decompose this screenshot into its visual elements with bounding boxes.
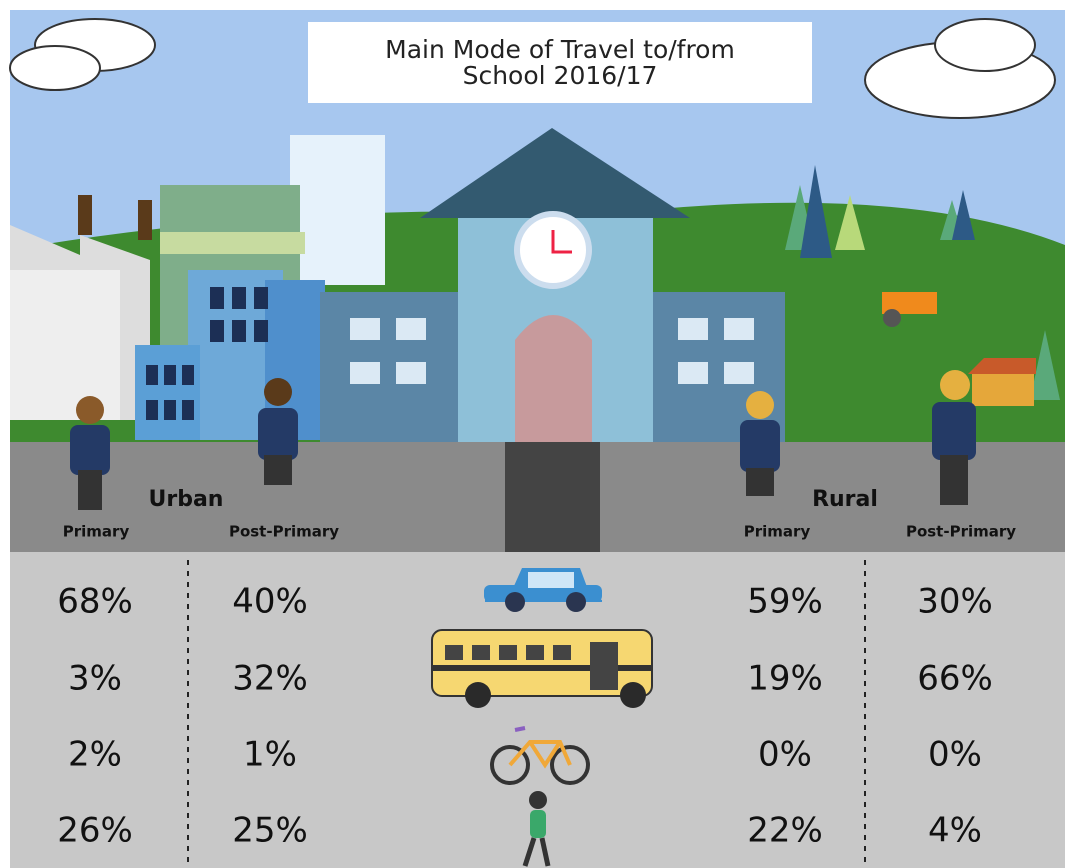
house-roof: [968, 358, 1036, 374]
group-label: Rural: [812, 487, 878, 512]
cloud: [864, 18, 1056, 119]
balcony: [160, 232, 305, 254]
table-cell: 40%: [232, 582, 308, 622]
tractor: [882, 292, 937, 314]
table-cell: 30%: [917, 582, 993, 622]
cloud: [9, 18, 156, 91]
table-cell: 2%: [68, 735, 122, 775]
trees: [785, 165, 1060, 400]
table-cell: 19%: [747, 659, 823, 699]
bus-icon: [431, 629, 653, 708]
table-cell: 59%: [747, 582, 823, 622]
car-icon: [484, 568, 602, 612]
column-label: Primary: [744, 523, 811, 541]
table-cell: 25%: [232, 811, 308, 851]
bicycle-icon: [490, 726, 590, 785]
table-cell: 68%: [57, 582, 133, 622]
table-cell: 4%: [928, 811, 982, 851]
group-label: Urban: [149, 487, 224, 512]
path: [505, 442, 600, 552]
house: [972, 372, 1034, 406]
title: Main Mode of Travel to/from School 2016/…: [385, 34, 735, 90]
table-cell: 32%: [232, 659, 308, 699]
column-label: Primary: [63, 523, 130, 541]
school: [320, 128, 785, 442]
building: [290, 135, 385, 285]
building: [135, 345, 200, 440]
table-cell: 0%: [928, 735, 982, 775]
title-box: Main Mode of Travel to/from School 2016/…: [308, 22, 812, 103]
table-cell: 66%: [917, 659, 993, 699]
column-label: Post-Primary: [906, 523, 1016, 541]
table-cell: 3%: [68, 659, 122, 699]
table-cell: 0%: [758, 735, 812, 775]
walker-icon: [522, 791, 551, 867]
column-label: Post-Primary: [229, 523, 339, 541]
table-cell: 26%: [57, 811, 133, 851]
table-cell: 22%: [747, 811, 823, 851]
students: [70, 370, 976, 510]
tractor-wheel: [883, 309, 901, 327]
table-cell: 1%: [243, 735, 297, 775]
windows: [146, 287, 268, 420]
factory: [10, 195, 152, 420]
